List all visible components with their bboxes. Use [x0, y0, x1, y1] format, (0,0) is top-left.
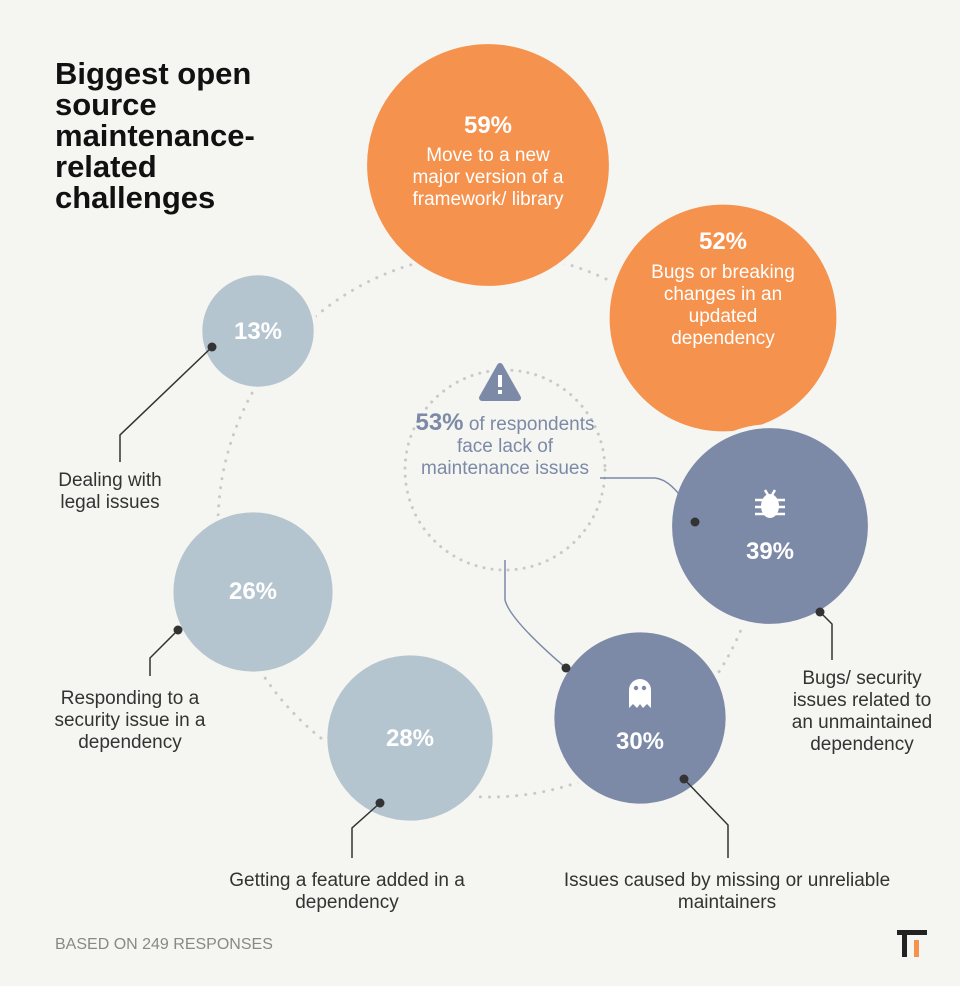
callout-dot [561, 663, 571, 673]
note: BASED ON 249 RESPONSES [55, 936, 273, 953]
leader-dot [815, 607, 825, 617]
bubble [550, 628, 730, 808]
value-label: 30% [615, 728, 665, 755]
callout: 53% of respondents face lack of maintena… [415, 409, 595, 480]
logo [897, 930, 927, 957]
bubble [605, 200, 841, 436]
value-label: 52% [698, 228, 748, 255]
leader-dot [375, 798, 385, 808]
category-label: Bugs/ security issues related to an unma… [791, 668, 933, 755]
category-label: Issues caused by missing or unreliable m… [563, 870, 891, 913]
leader-dot [679, 774, 689, 784]
bug-legs [755, 489, 785, 516]
value-label: 13% [233, 318, 283, 345]
logo-stem [914, 940, 919, 957]
bubble [323, 651, 497, 825]
callout-value: 53% [415, 409, 464, 436]
value-label: 26% [228, 578, 278, 605]
leader-dot [173, 625, 183, 635]
callout-connector [504, 560, 567, 669]
title: Biggest open source maintenance-related … [55, 56, 255, 215]
ghost-icon [629, 679, 651, 708]
ghost-eye [633, 685, 639, 691]
bubble [169, 508, 337, 676]
value-label: 28% [385, 725, 435, 752]
category-label: Move to a new major version of a framewo… [412, 145, 564, 210]
bubble [668, 424, 872, 628]
leader-line [683, 778, 729, 858]
leader-line [149, 629, 179, 676]
ghost-eye [641, 685, 647, 691]
bubble [198, 271, 318, 391]
logo-bar [897, 930, 927, 935]
leader-dot [207, 342, 217, 352]
warning-dot [498, 390, 502, 394]
value-label: 39% [745, 538, 795, 565]
leader-line [351, 802, 381, 858]
logo-stem [902, 935, 907, 957]
category-label: Dealing with legal issues [58, 470, 162, 513]
callout-connector [600, 477, 696, 521]
callout-text: of respondents face lack of maintenance … [421, 414, 595, 479]
category-label: Getting a feature added in a dependency [229, 870, 465, 913]
warning-mark [498, 375, 502, 387]
leader-line [819, 611, 833, 660]
category-label: Bugs or breaking changes in an updated d… [651, 262, 795, 349]
category-label: Responding to a security issue in a depe… [54, 688, 206, 753]
value-label: 59% [463, 112, 513, 139]
callout-dot [690, 517, 700, 527]
leader-line [119, 346, 213, 462]
bubble [363, 40, 613, 290]
